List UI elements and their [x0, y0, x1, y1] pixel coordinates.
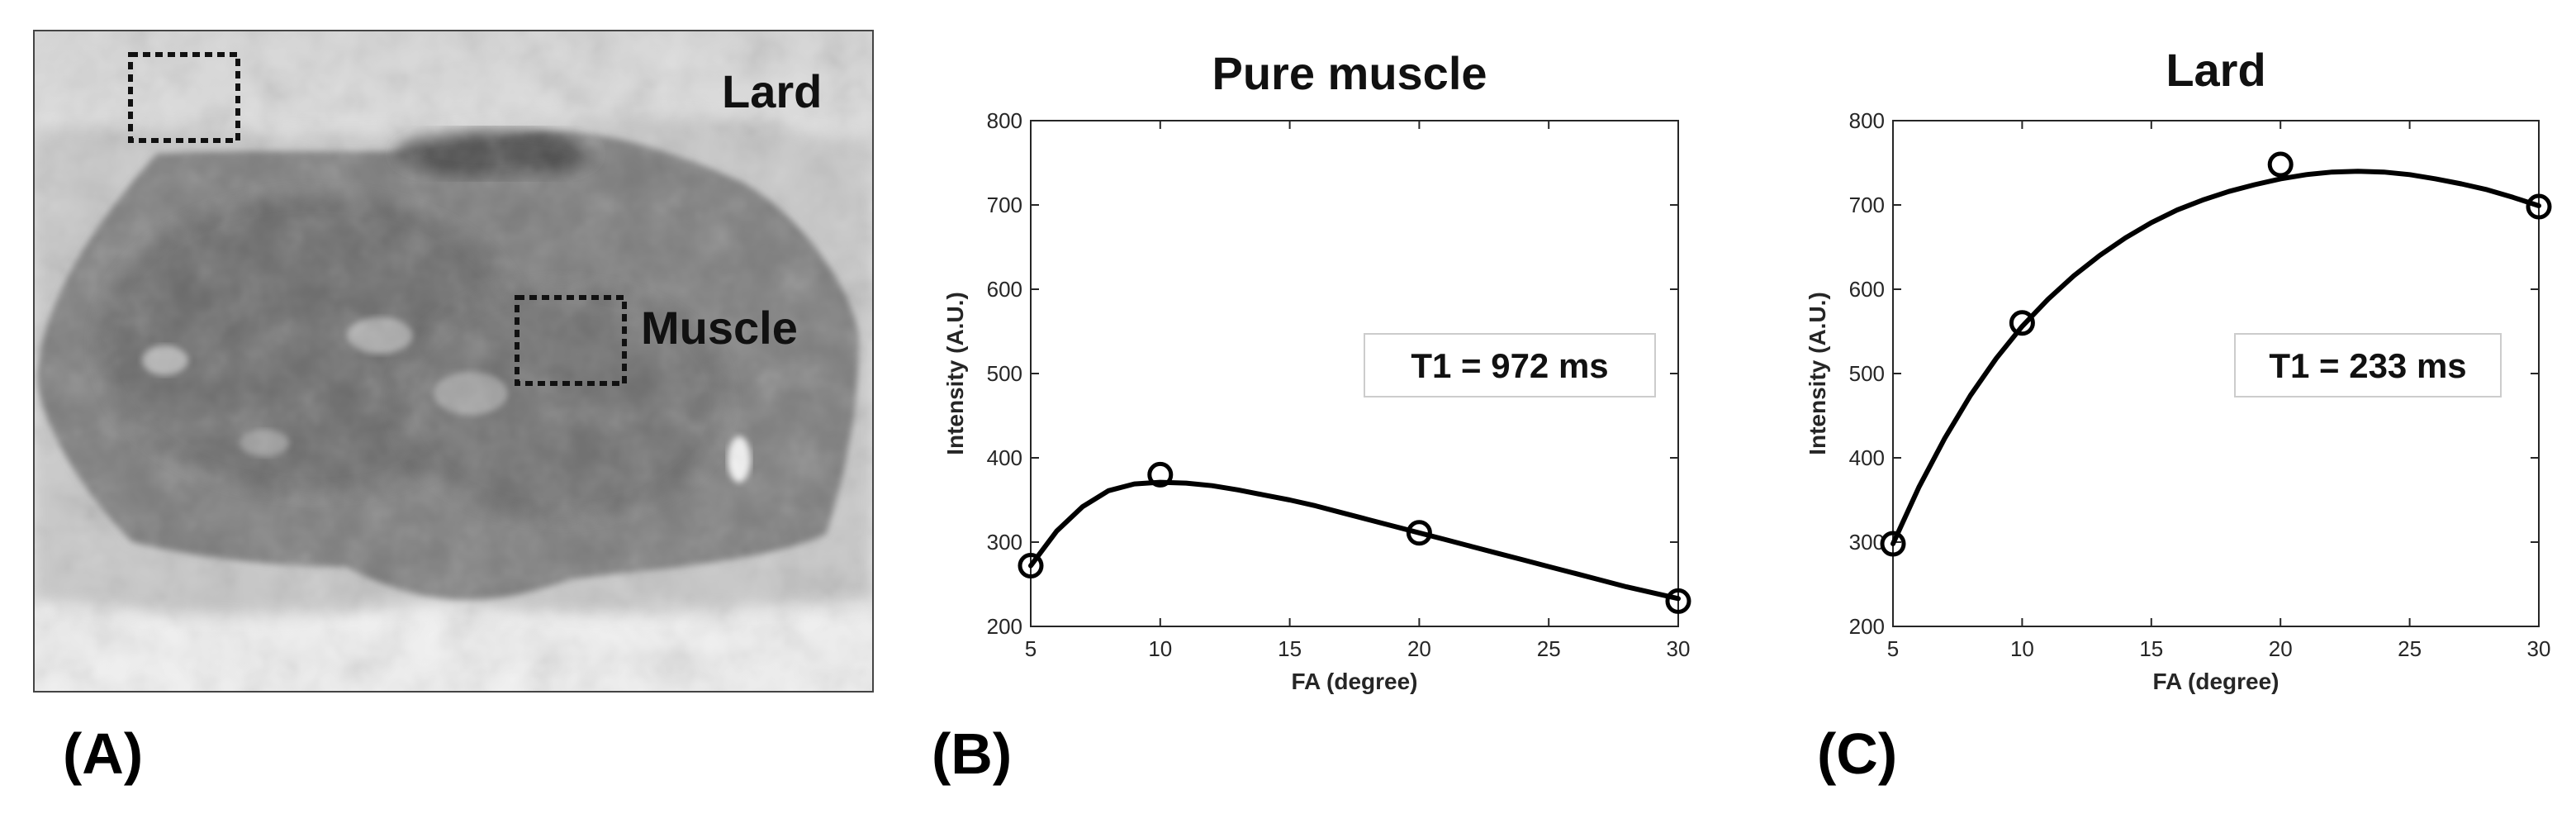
y-tick-label-b-500: 500 [987, 361, 1022, 386]
panel-label-c: (C) [1817, 721, 1898, 786]
y-tick-label-b-600: 600 [987, 277, 1022, 302]
chart-title-c: Lard [2166, 44, 2265, 96]
muscle-label: Muscle [641, 302, 798, 354]
x-tick-label-b-25: 25 [1537, 636, 1561, 661]
data-point-c-5 [1880, 531, 1906, 557]
fit-curve-c [1890, 169, 2541, 546]
t1-box-b [1364, 333, 1656, 397]
y-axis-label-c: Intensity (A.U.) [1805, 292, 1830, 455]
y-tick-label-b-800: 800 [987, 108, 1022, 133]
y-tick-label-b-400: 400 [987, 445, 1022, 470]
plot-frame-c [1892, 120, 2540, 627]
data-point-c-20 [2267, 151, 2294, 178]
y-tick-label-c-300: 300 [1849, 530, 1885, 555]
fit-curve-b [1028, 479, 1681, 602]
data-point-c-30 [2526, 193, 2552, 220]
y-tick-label-c-200: 200 [1849, 614, 1885, 639]
t1-box-c [2234, 333, 2502, 397]
y-tick-label-c-400: 400 [1849, 445, 1885, 470]
roi-box-lard [128, 52, 240, 143]
x-axis-label-b: FA (degree) [1292, 669, 1418, 694]
y-tick-label-c-600: 600 [1849, 277, 1885, 302]
y-tick-label-b-200: 200 [987, 614, 1022, 639]
plot-frame-b [1030, 120, 1679, 627]
x-tick-label-c-30: 30 [2527, 636, 2551, 661]
x-tick-label-b-30: 30 [1667, 636, 1691, 661]
y-tick-label-b-700: 700 [987, 193, 1022, 217]
x-tick-label-c-5: 5 [1887, 636, 1899, 661]
panel-label-a: (A) [63, 721, 144, 786]
x-tick-label-b-10: 10 [1148, 636, 1172, 661]
x-tick-label-b-20: 20 [1407, 636, 1431, 661]
y-tick-label-c-800: 800 [1849, 108, 1885, 133]
t1-annotation-b: T1 = 972 ms [1411, 346, 1608, 385]
y-tick-label-c-500: 500 [1849, 361, 1885, 386]
data-point-b-30 [1665, 588, 1691, 614]
mri-image: Lard Muscle [33, 30, 874, 693]
panel-label-b: (B) [932, 721, 1013, 786]
x-tick-label-c-20: 20 [2269, 636, 2293, 661]
x-tick-label-c-25: 25 [2398, 636, 2422, 661]
t1-annotation-c: T1 = 233 ms [2269, 346, 2466, 385]
data-point-b-20 [1406, 520, 1432, 546]
y-tick-label-b-300: 300 [987, 530, 1022, 555]
x-tick-label-b-15: 15 [1278, 636, 1302, 661]
x-tick-label-b-5: 5 [1025, 636, 1037, 661]
y-tick-label-c-700: 700 [1849, 193, 1885, 217]
x-tick-label-c-15: 15 [2139, 636, 2163, 661]
y-axis-label-b: Intensity (A.U.) [942, 292, 968, 455]
data-point-b-10 [1147, 461, 1174, 488]
data-point-c-10 [2009, 310, 2035, 336]
x-axis-label-c: FA (degree) [2153, 669, 2279, 694]
x-tick-label-c-10: 10 [2010, 636, 2034, 661]
chart-title-b: Pure muscle [1212, 47, 1487, 99]
lard-label: Lard [722, 65, 822, 117]
roi-box-muscle [515, 295, 627, 386]
data-point-b-5 [1018, 553, 1044, 579]
